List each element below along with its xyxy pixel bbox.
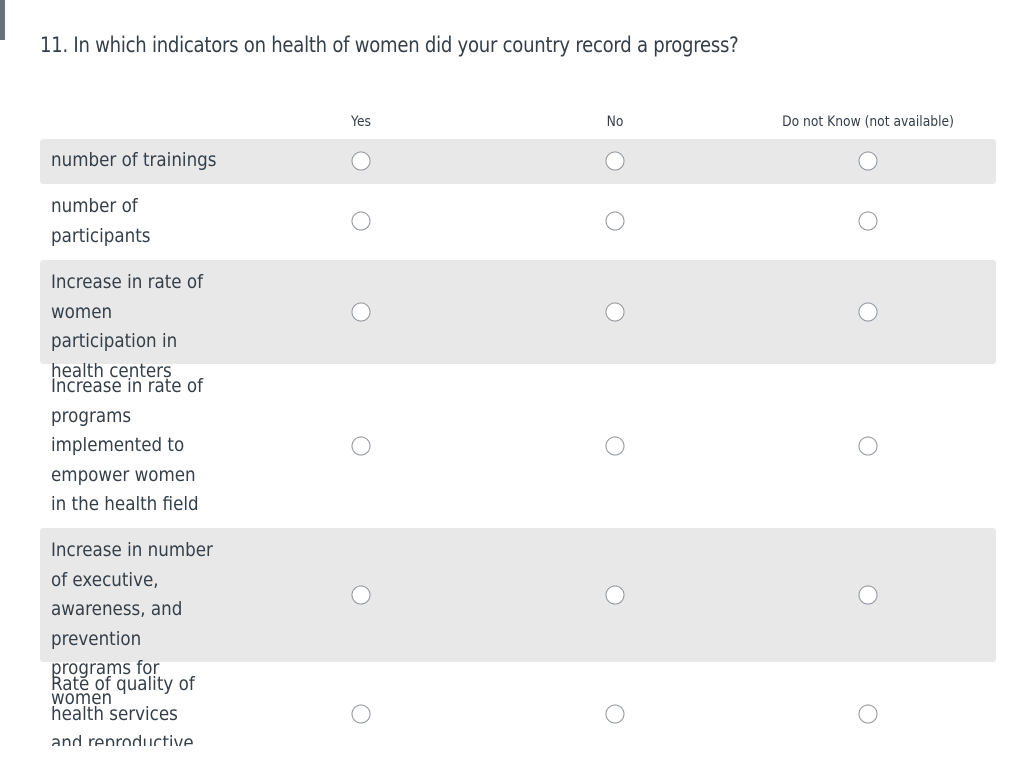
radio-yes[interactable] [351,704,371,724]
left-edge-bar [0,0,5,40]
radio-no[interactable] [605,302,625,322]
question-title: 11. In which indicators on health of wom… [40,33,739,57]
row-label: Increase in rate of women participation … [51,271,204,382]
radio-do-not-know[interactable] [858,211,878,231]
radio-yes[interactable] [351,302,371,322]
radio-no[interactable] [605,436,625,456]
matrix-row-executive-programs: Increase in number of executive, awarene… [40,528,996,709]
column-header-yes: Yes [351,114,371,130]
radio-do-not-know[interactable] [858,302,878,322]
row-label: Increase in rate of programs implemented… [51,375,204,515]
radio-no[interactable] [605,151,625,171]
column-header-no: No [606,114,624,130]
row-label: number of trainings [51,149,217,171]
radio-no[interactable] [605,585,625,605]
matrix-row-quality-services: Rate of quality of health services and r… [40,662,996,746]
matrix-question: Yes No Do not Know (not available) numbe… [40,110,996,746]
row-label: Increase in number of executive, awarene… [51,539,213,709]
matrix-row-women-participation: Increase in rate of women participation … [40,260,996,382]
radio-do-not-know[interactable] [858,585,878,605]
matrix-row-trainings: number of trainings [40,139,996,184]
row-label: Rate of quality of health services and r… [51,673,195,746]
radio-no[interactable] [605,704,625,724]
radio-do-not-know[interactable] [858,704,878,724]
matrix-row-empower-programs: Increase in rate of programs implemented… [40,364,996,528]
radio-no[interactable] [605,211,625,231]
row-label: number of participants [51,195,151,247]
radio-do-not-know[interactable] [858,151,878,171]
radio-yes[interactable] [351,151,371,171]
matrix-row-participants: number of participants [40,184,996,260]
radio-yes[interactable] [351,436,371,456]
radio-yes[interactable] [351,585,371,605]
column-header-do-not-know: Do not Know (not available) [782,114,954,130]
matrix-header-row: Yes No Do not Know (not available) [40,110,996,139]
radio-yes[interactable] [351,211,371,231]
radio-do-not-know[interactable] [858,436,878,456]
